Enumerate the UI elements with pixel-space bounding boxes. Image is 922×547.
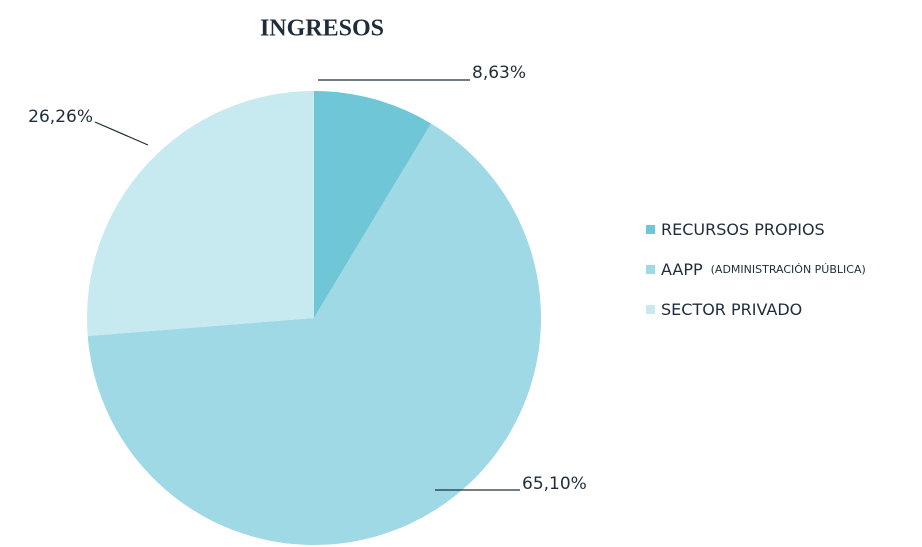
leader-line (94, 121, 149, 146)
legend-label: AAPP (ADMINISTRACIÓN PÚBLICA) (661, 260, 866, 279)
legend-label: RECURSOS PROPIOS (661, 220, 825, 239)
chart-title: INGRESOS (260, 16, 384, 42)
pie-slice (86, 91, 314, 336)
legend-name: RECURSOS PROPIOS (661, 220, 825, 239)
pie-slice (87, 123, 542, 545)
pie-slice (314, 91, 432, 318)
legend-name: SECTOR PRIVADO (661, 300, 802, 319)
legend-note: (ADMINISTRACIÓN PÚBLICA) (711, 263, 866, 276)
legend-swatch (646, 305, 655, 314)
data-label: 8,63% (472, 63, 526, 83)
data-label: 65,10% (522, 474, 587, 494)
legend-swatch (646, 225, 655, 234)
legend-swatch (646, 265, 655, 274)
legend-name: AAPP (661, 260, 703, 279)
data-label: 26,26% (28, 107, 93, 127)
legend-label: SECTOR PRIVADO (661, 300, 802, 319)
